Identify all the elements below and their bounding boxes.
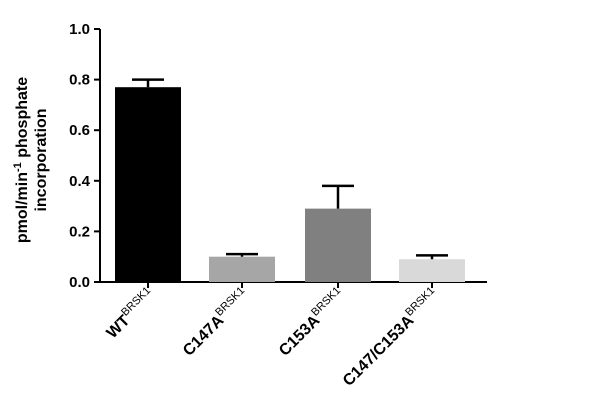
y-tick-label: 0.8	[69, 72, 90, 89]
y-axis-title-line1: pmol/min-1 phosphate	[12, 77, 31, 243]
x-category-label: WTBRSK1	[102, 285, 159, 342]
y-tick-label: 1.0	[69, 21, 90, 38]
y-axis-title-line2: incorporation	[33, 108, 50, 211]
bar	[209, 256, 275, 282]
y-axis-title: pmol/min-1 phosphate incorporation	[12, 77, 50, 243]
bar	[399, 259, 465, 282]
bars	[115, 78, 465, 282]
y-tick-label: 0.4	[69, 173, 91, 190]
x-category-label: C147ABRSK1	[178, 285, 253, 360]
bar	[115, 87, 181, 282]
x-category-label: C153ABRSK1	[274, 285, 349, 360]
category-labels: WTBRSK1 C147ABRSK1 C153ABRSK1C147/C153ABRS…	[102, 285, 443, 390]
y-tick-label: 0.6	[69, 122, 90, 139]
bar	[305, 208, 371, 282]
y-tick-label: 0.2	[69, 223, 90, 240]
x-category-label: C147/C153ABRSK1	[338, 285, 443, 390]
y-tick-label: 0.0	[69, 274, 90, 291]
